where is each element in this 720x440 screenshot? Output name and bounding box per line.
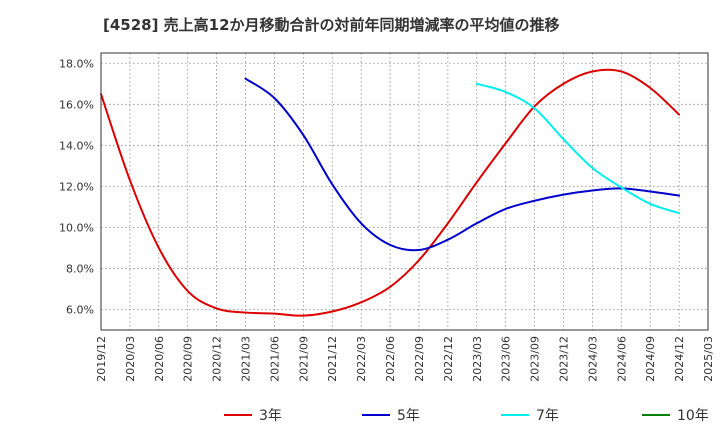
x-tick-label: 2019/12 (95, 336, 108, 382)
x-tick-label: 2020/12 (211, 336, 224, 382)
legend-label-0: 3年 (259, 408, 282, 424)
series-line-1 (244, 77, 681, 252)
x-tick-label: 2022/09 (413, 336, 426, 382)
x-tick-label: 2021/12 (326, 336, 339, 382)
y-tick-label: 8.0% (66, 262, 94, 275)
x-tick-label: 2020/03 (124, 336, 137, 382)
y-axis-ticks: 6.0% 8.0% 10.0% 12.0% 14.0% 16.0% 18.0% (59, 57, 94, 316)
legend-label-1: 5年 (397, 408, 420, 424)
x-tick-label: 2020/06 (153, 336, 166, 382)
series-lines (100, 68, 681, 317)
x-tick-label: 2022/06 (384, 336, 397, 382)
y-tick-label: 6.0% (66, 303, 94, 316)
x-tick-label: 2020/09 (182, 336, 195, 382)
x-tick-label: 2023/09 (529, 336, 542, 382)
legend: 3年 5年 7年 10年 (224, 408, 709, 424)
x-tick-label: 2021/03 (240, 336, 253, 382)
x-axis-ticks: 2019/12 2020/03 2020/06 2020/09 2020/12 2021/… (95, 336, 715, 382)
x-tick-label: 2022/12 (442, 336, 455, 382)
y-tick-label: 18.0% (59, 57, 94, 70)
x-tick-label: 2023/12 (557, 336, 570, 382)
legend-label-2: 7年 (536, 408, 559, 424)
chart-title: [4528] 売上高12か月移動合計の対前年同期増減率の平均値の推移 (103, 16, 560, 34)
y-tick-label: 16.0% (59, 98, 94, 111)
x-tick-label: 2025/03 (702, 336, 715, 382)
x-tick-label: 2021/06 (268, 336, 281, 382)
x-tick-label: 2021/09 (297, 336, 310, 382)
x-tick-label: 2024/06 (615, 336, 628, 382)
grid-lines (101, 53, 708, 330)
y-tick-label: 14.0% (59, 139, 94, 152)
x-tick-label: 2024/12 (673, 336, 686, 382)
x-tick-label: 2023/06 (500, 336, 513, 382)
y-tick-label: 12.0% (59, 180, 94, 193)
plot-border (100, 52, 709, 331)
series-line-2 (475, 82, 681, 215)
plot-background (101, 53, 708, 330)
legend-label-3: 10年 (677, 408, 709, 424)
x-tick-label: 2024/09 (644, 336, 657, 382)
x-tick-label: 2022/03 (355, 336, 368, 382)
y-tick-label: 10.0% (59, 221, 94, 234)
x-tick-label: 2023/03 (471, 336, 484, 382)
series-line-0 (100, 68, 681, 317)
x-tick-label: 2024/03 (586, 336, 599, 382)
